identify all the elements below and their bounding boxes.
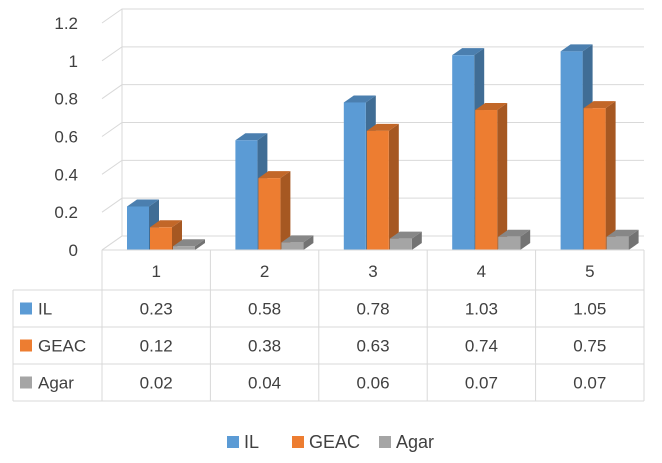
bar-front	[343, 102, 366, 250]
data-label: 0.04	[248, 374, 281, 393]
bar-front	[173, 246, 195, 250]
bar-top	[343, 95, 376, 103]
bar	[583, 101, 616, 250]
data-label: 0.07	[465, 374, 498, 393]
y-tick-label: 1.2	[54, 14, 78, 33]
x-tick-label: 4	[477, 262, 486, 281]
data-label: 0.23	[140, 300, 173, 319]
bar-front	[281, 242, 304, 250]
bars	[127, 44, 639, 251]
bar-side	[303, 235, 314, 250]
data-label: 1.03	[465, 300, 498, 319]
bar-top	[366, 123, 399, 131]
data-label: 0.58	[248, 300, 281, 319]
x-tick-label: 2	[260, 262, 269, 281]
bar-top	[606, 229, 639, 237]
bar-top	[173, 239, 205, 247]
data-label: 0.78	[356, 300, 389, 319]
legend-swatch	[227, 436, 239, 448]
x-tick-label: 1	[151, 262, 160, 281]
bar-top	[452, 48, 485, 56]
bar-top	[583, 101, 616, 109]
bar-top	[150, 220, 182, 228]
bar-side	[388, 123, 399, 250]
bar-side	[195, 239, 205, 250]
y-tick-label: 0.8	[54, 90, 78, 109]
gridline	[101, 46, 644, 62]
bar-front	[389, 238, 412, 250]
row-header: Agar	[38, 374, 74, 393]
legend-key	[20, 376, 32, 389]
bar-front	[475, 110, 498, 251]
bar-side	[520, 229, 531, 250]
bar-top	[281, 235, 314, 243]
bar	[258, 171, 291, 250]
bar	[389, 231, 422, 250]
y-tick-label: 0.2	[54, 203, 78, 222]
bar-top	[127, 199, 159, 207]
row-header: IL	[38, 300, 52, 319]
bar-front	[560, 51, 583, 250]
data-label: 0.07	[573, 374, 606, 393]
bar-front	[498, 236, 521, 250]
bar-side	[280, 171, 291, 250]
bar	[498, 229, 531, 250]
y-axis: 0 0.2 0.4 0.6 0.8 1 1.2	[54, 14, 78, 260]
y-tick-label: 0.4	[54, 165, 78, 184]
bar-side	[605, 101, 616, 250]
legend-label: GEAC	[309, 432, 360, 452]
bar-front	[366, 130, 389, 250]
bar-front	[150, 227, 172, 250]
row-header: GEAC	[38, 337, 86, 356]
bar	[173, 239, 205, 250]
data-label: 0.38	[248, 337, 281, 356]
gridlines	[101, 8, 644, 251]
bar-front	[258, 178, 281, 250]
bar	[475, 103, 508, 251]
y-tick-label: 1	[69, 52, 78, 71]
bar-top	[258, 171, 291, 179]
bar-side	[628, 229, 639, 250]
data-label: 0.63	[356, 337, 389, 356]
x-tick-label: 5	[585, 262, 594, 281]
bar-front	[235, 140, 258, 250]
x-tick-label: 3	[368, 262, 377, 281]
bar-front	[127, 206, 149, 250]
data-label: 0.75	[573, 337, 606, 356]
bar-top	[560, 44, 593, 52]
y-tick-label: 0.6	[54, 128, 78, 147]
data-label: 1.05	[573, 300, 606, 319]
data-label: 0.12	[140, 337, 173, 356]
bar-top	[498, 229, 531, 237]
gridline	[101, 8, 644, 24]
bar	[366, 123, 399, 250]
bar-side	[411, 231, 422, 250]
bar-front	[452, 55, 475, 251]
data-label: 0.74	[465, 337, 498, 356]
legend-key	[20, 302, 32, 315]
y-tick-label: 0	[69, 241, 78, 260]
bar-front	[583, 108, 606, 250]
data-label: 0.06	[356, 374, 389, 393]
bar-side	[497, 103, 508, 251]
bar-top	[475, 103, 508, 111]
legend-swatch	[379, 436, 391, 448]
bar	[606, 229, 639, 250]
data-label: 0.02	[140, 374, 173, 393]
legend-swatch	[292, 436, 304, 448]
legend-key	[20, 339, 32, 352]
bar-top	[389, 231, 422, 239]
legend-label: IL	[244, 432, 259, 452]
bar-top	[235, 133, 268, 141]
bar	[281, 235, 314, 250]
legend: IL GEAC Agar	[227, 432, 434, 452]
legend-label: Agar	[396, 432, 434, 452]
data-table: 1 2 3 4 5 IL 0.23 0.58 0.78 1.03 1.05 GEAC 0.12 0.38 0…	[12, 249, 645, 402]
bar-front	[606, 236, 629, 250]
